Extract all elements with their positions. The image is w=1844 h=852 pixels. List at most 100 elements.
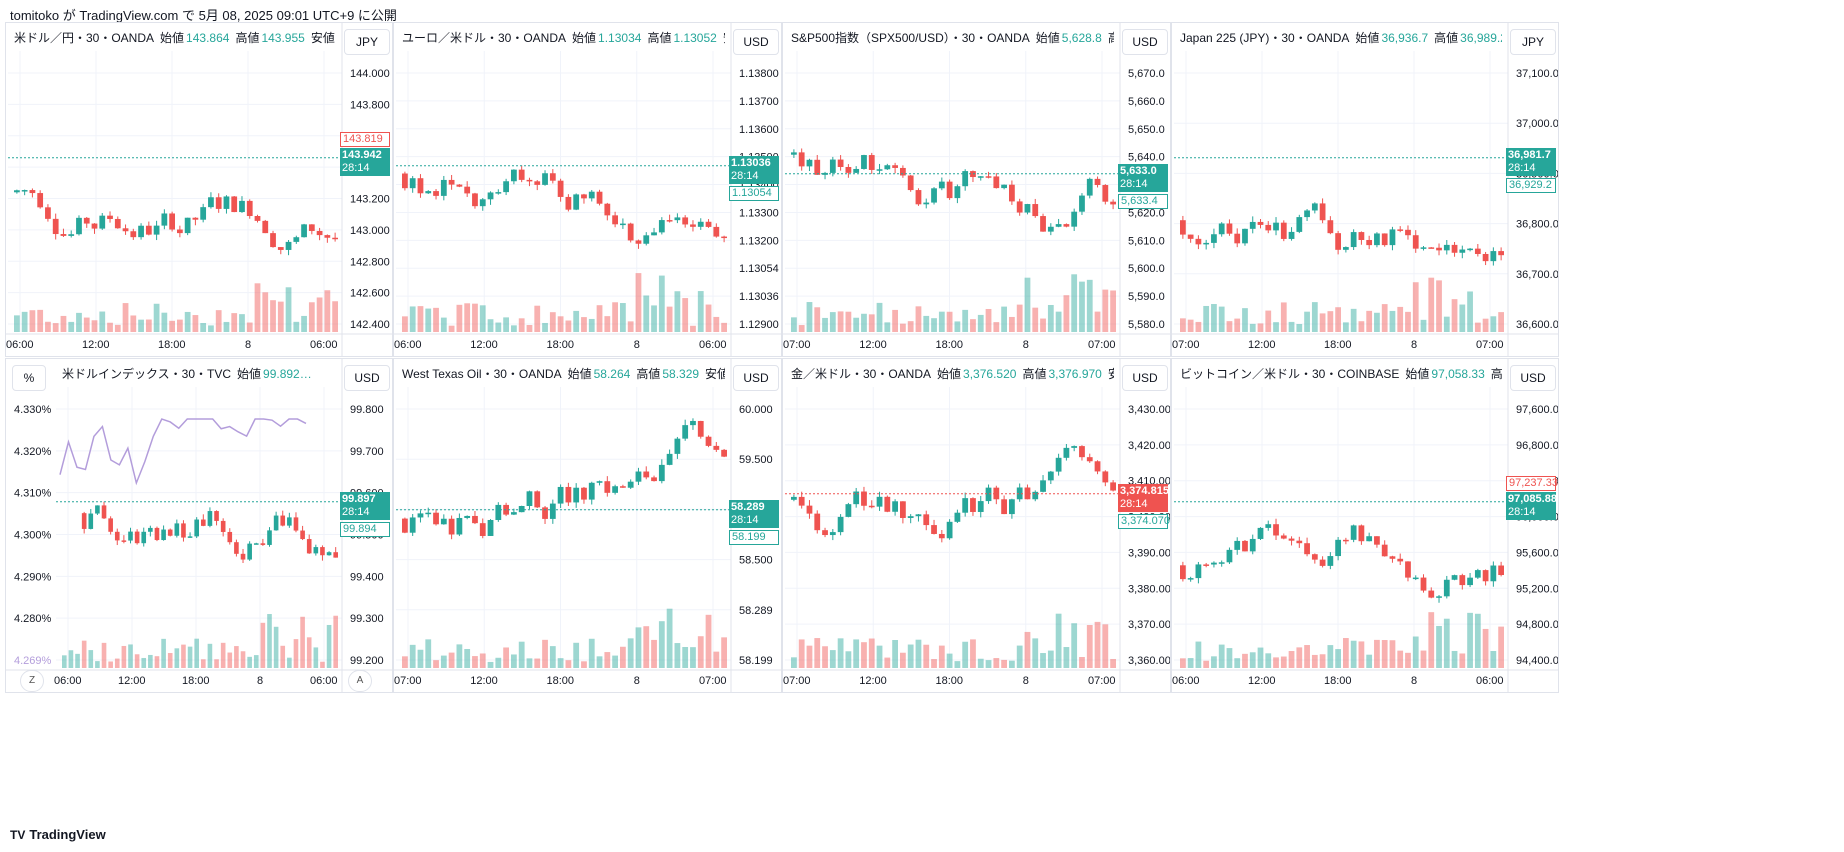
chart-panel-usdjpy[interactable]: 米ドル／円・30・OANDA始値143.864高値143.955安値143.86… — [5, 22, 393, 357]
candle-body — [220, 520, 226, 532]
volume-bar — [1218, 644, 1225, 668]
volume-bar — [635, 627, 642, 668]
candle-body — [1024, 204, 1031, 213]
left-scale-unit[interactable]: % — [12, 365, 46, 391]
candle-body — [169, 213, 175, 230]
candle-body — [1327, 220, 1334, 234]
currency-button[interactable]: USD — [1510, 365, 1556, 391]
candle-body — [1249, 538, 1256, 552]
candle-body — [503, 504, 509, 515]
candle-body — [402, 518, 408, 533]
volume-bar — [253, 655, 259, 668]
volume-bar — [923, 315, 930, 332]
candle-body — [1428, 590, 1435, 598]
candle-body — [134, 531, 140, 544]
volume-bar — [273, 626, 279, 668]
candle-body — [1265, 524, 1272, 528]
zoom-toggle-button[interactable]: Z — [20, 670, 44, 692]
last-price-value: 36,981.7 — [1508, 148, 1551, 161]
currency-button[interactable]: USD — [733, 29, 779, 55]
volume-bar — [1436, 280, 1442, 332]
candle-body — [970, 171, 976, 178]
volume-bar — [1436, 625, 1442, 668]
chart-panel-spx500[interactable]: S&P500指数（SPX500/USD）・30・OANDA 始値5,628.8 高値… — [782, 22, 1171, 357]
candle-body — [1397, 558, 1404, 562]
candle-body — [977, 501, 984, 512]
currency-button[interactable]: JPY — [1510, 29, 1556, 55]
candle-body — [184, 217, 191, 234]
candle-body — [1218, 562, 1225, 564]
candle-body — [167, 529, 173, 536]
volume-bar — [254, 283, 261, 332]
volume-bar — [68, 321, 75, 332]
candle-body — [892, 165, 898, 168]
candle-body — [573, 194, 580, 210]
candle-body — [174, 523, 180, 536]
candle-body — [141, 531, 147, 544]
volume-bar — [900, 652, 906, 668]
candle-body — [565, 486, 572, 503]
left-tick-label: 4.310% — [14, 488, 52, 500]
title-high-label: 高値… — [1490, 367, 1502, 381]
volume-bar — [1257, 323, 1264, 332]
chart-panel-japan225[interactable]: Japan 225 (JPY)・30・OANDA 始値 36,936.7 高値 36,9… — [1171, 22, 1559, 357]
chart-panel-wti[interactable]: West Texas Oil・30・OANDA 始値 58.264 高値 58.329 安… — [393, 358, 782, 693]
volume-bar — [200, 322, 207, 332]
volume-bar — [1467, 291, 1473, 332]
candle-body — [240, 553, 246, 560]
auto-scale-button[interactable]: A — [348, 670, 372, 692]
volume-bar — [542, 639, 548, 668]
volume-bar — [464, 303, 471, 332]
currency-button[interactable]: JPY — [344, 29, 390, 55]
volume-bar — [402, 656, 408, 668]
candle-body — [88, 513, 94, 529]
currency-button[interactable]: USD — [733, 365, 779, 391]
volume-bar — [231, 313, 238, 332]
candle-body — [806, 505, 813, 514]
volume-bar — [1009, 316, 1015, 332]
volume-bar — [1001, 306, 1007, 332]
currency-button[interactable]: USD — [344, 365, 390, 391]
currency-button[interactable]: USD — [1122, 365, 1168, 391]
candle-body — [1195, 564, 1202, 579]
publish-info: tomitoko が TradingView.com で 5月 08, 2025… — [10, 8, 397, 23]
volume-bar — [581, 317, 587, 332]
chart-panel-eurusd[interactable]: ユーロ／米ドル・30・OANDA始値1.13034高値1.13052安値…USD… — [393, 22, 782, 357]
volume-bar — [705, 614, 712, 668]
volume-bar — [1405, 311, 1411, 332]
y-tick-label: 5,660.0 — [1128, 96, 1165, 108]
candle-body — [861, 155, 867, 169]
last-price-value: 5,633.0 — [1120, 164, 1157, 177]
volume-bar — [220, 642, 226, 668]
candle-body — [1102, 185, 1109, 202]
title-title-name: 金／米ドル・30・OANDA — [791, 367, 932, 381]
volume-bar — [227, 652, 233, 668]
candle-body — [588, 482, 595, 500]
volume-bar — [1288, 321, 1295, 332]
x-tick-label: 18:00 — [182, 675, 210, 687]
chart-canvas: 99.80099.70099.60099.50099.40099.30099.2… — [6, 359, 392, 692]
footer: TV TradingView — [10, 827, 106, 842]
x-tick-label: 8 — [1411, 675, 1417, 687]
candle-body — [1079, 195, 1085, 212]
chart-panel-dxy[interactable]: 米ドルインデックス・30・TVC 始値 99.892… USD% 99.800 99.70… — [5, 358, 393, 693]
volume-bar — [138, 319, 144, 332]
volume-bar — [433, 307, 439, 332]
candle-body — [1459, 575, 1466, 586]
candle-body — [1436, 247, 1442, 251]
volume-bar — [682, 298, 689, 332]
candle-body — [814, 159, 821, 175]
candle-body — [316, 230, 323, 236]
volume-bar — [1366, 654, 1373, 668]
y-tick-label: 5,580.0 — [1128, 319, 1165, 331]
title-low-label: 安値… — [1107, 367, 1114, 381]
volume-bar — [402, 316, 408, 332]
volume-bar — [60, 315, 67, 332]
chart-panel-gold[interactable]: 金／米ドル・30・OANDA 始値3,376.520 高値3,376.970 安値… U… — [782, 358, 1171, 693]
candle-body — [690, 420, 696, 426]
x-tick-label: 18:00 — [1324, 675, 1352, 687]
candle-body — [239, 200, 245, 213]
volume-bar — [938, 311, 945, 332]
currency-button[interactable]: USD — [1122, 29, 1168, 55]
